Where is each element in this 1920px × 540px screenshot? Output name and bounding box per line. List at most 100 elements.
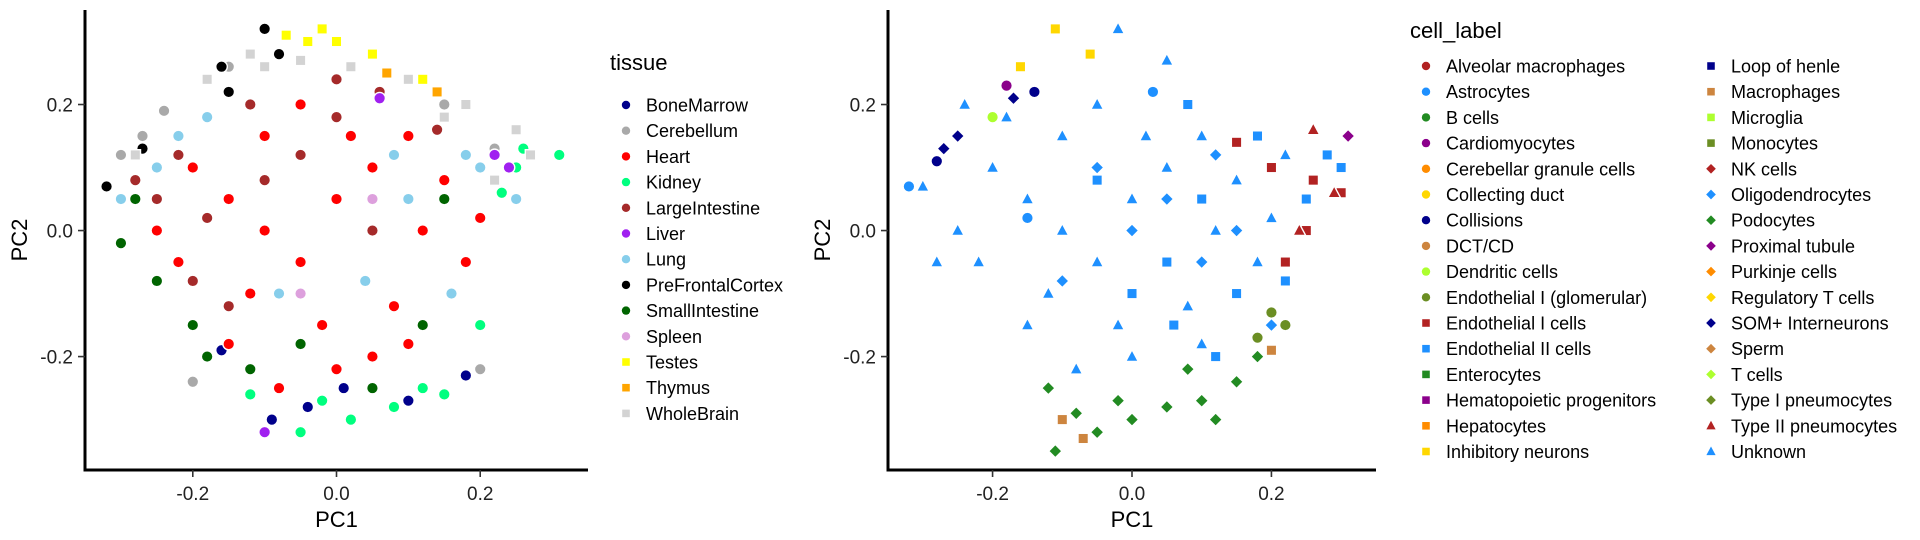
data-point bbox=[171, 148, 185, 162]
x-tick-label: 0.0 bbox=[323, 484, 349, 505]
data-point bbox=[150, 274, 164, 288]
data-point bbox=[1000, 79, 1014, 93]
data-point bbox=[902, 179, 916, 193]
legend-label: Hepatocytes bbox=[1446, 416, 1546, 436]
data-point bbox=[1335, 161, 1348, 174]
data-point bbox=[1180, 361, 1196, 377]
legend-key bbox=[1706, 395, 1716, 405]
legend-item: Purkinje cells bbox=[1706, 262, 1837, 282]
data-point bbox=[1263, 209, 1279, 224]
legend-key bbox=[1421, 87, 1431, 96]
data-point bbox=[985, 159, 1001, 174]
data-point bbox=[431, 85, 444, 98]
data-point bbox=[1194, 254, 1210, 270]
x-tick-label: 0.2 bbox=[467, 484, 493, 505]
legend-item: Alveolar macrophages bbox=[1421, 57, 1625, 77]
legend-item: Thymus bbox=[622, 378, 710, 398]
data-point bbox=[330, 362, 344, 376]
x-tick-label: -0.2 bbox=[976, 484, 1009, 505]
data-point bbox=[1340, 128, 1356, 144]
data-point bbox=[301, 400, 315, 414]
data-point bbox=[387, 400, 401, 414]
data-point bbox=[1263, 317, 1280, 333]
legend-label: Endothelial I cells bbox=[1446, 314, 1586, 334]
data-point bbox=[222, 299, 236, 313]
legend-label: Macrophages bbox=[1731, 82, 1840, 102]
legend-key bbox=[1706, 292, 1716, 303]
legend-key bbox=[622, 409, 630, 418]
legend-key bbox=[1421, 293, 1431, 302]
legend-item: Enterocytes bbox=[1422, 365, 1541, 385]
data-point bbox=[150, 224, 164, 238]
x-axis-title: PC1 bbox=[315, 507, 358, 532]
data-point bbox=[100, 179, 114, 193]
data-point bbox=[258, 129, 272, 143]
legend-key bbox=[621, 306, 631, 315]
data-point bbox=[294, 54, 307, 67]
data-point bbox=[1230, 287, 1243, 300]
data-point bbox=[1207, 411, 1224, 428]
x-axis-title: PC1 bbox=[1111, 507, 1154, 532]
data-point bbox=[437, 192, 451, 206]
data-point bbox=[1249, 253, 1266, 268]
legend-key bbox=[1706, 163, 1716, 174]
data-point bbox=[401, 129, 415, 143]
legend-label: SmallIntestine bbox=[646, 301, 759, 321]
legend-label: Purkinje cells bbox=[1731, 262, 1837, 282]
legend-item: NK cells bbox=[1706, 159, 1797, 179]
y-axis-title: PC2 bbox=[7, 219, 32, 262]
legend-item: Testes bbox=[622, 353, 698, 373]
data-point bbox=[129, 149, 142, 161]
y-tick-label: 0.2 bbox=[850, 96, 876, 117]
data-point bbox=[1249, 348, 1266, 365]
data-point bbox=[1194, 393, 1210, 409]
legend-item: Cerebellar granule cells bbox=[1421, 159, 1635, 179]
data-point bbox=[114, 192, 128, 206]
legend-label: Collisions bbox=[1446, 211, 1523, 231]
data-point bbox=[401, 337, 415, 351]
data-point bbox=[258, 60, 271, 73]
data-point bbox=[430, 123, 444, 137]
data-point bbox=[998, 108, 1015, 123]
data-point bbox=[258, 224, 272, 238]
data-point bbox=[1056, 413, 1069, 426]
data-point bbox=[1278, 318, 1292, 332]
legend-item: PreFrontalCortex bbox=[621, 275, 783, 295]
legend-label: Oligodendrocytes bbox=[1731, 185, 1871, 205]
y-tick-label: 0.0 bbox=[850, 222, 876, 243]
data-point bbox=[200, 110, 214, 124]
data-point bbox=[243, 362, 257, 376]
legend-item: Type II pneumocytes bbox=[1706, 416, 1897, 436]
legend-item: WholeBrain bbox=[622, 404, 739, 424]
data-point bbox=[1089, 424, 1105, 440]
legend-label: B cells bbox=[1446, 108, 1499, 128]
plot-area-points bbox=[902, 20, 1356, 459]
legend-item: Spleen bbox=[621, 327, 702, 347]
legend-key bbox=[1422, 447, 1430, 456]
legend-label: Type I pneumocytes bbox=[1731, 391, 1892, 411]
legend-label: Testes bbox=[646, 353, 698, 373]
legend-label: Collecting duct bbox=[1446, 185, 1564, 205]
data-point bbox=[495, 186, 509, 200]
legend-item: LargeIntestine bbox=[621, 198, 760, 218]
data-point bbox=[502, 161, 516, 175]
data-point bbox=[402, 73, 415, 86]
data-point bbox=[243, 98, 257, 112]
data-point bbox=[200, 211, 214, 225]
data-point bbox=[1054, 273, 1070, 289]
data-point bbox=[114, 236, 128, 250]
data-point bbox=[186, 274, 200, 288]
legend-key bbox=[1706, 189, 1716, 200]
data-point bbox=[950, 128, 966, 144]
data-point bbox=[437, 387, 451, 401]
data-point bbox=[1307, 174, 1320, 187]
data-point bbox=[437, 173, 451, 187]
data-point bbox=[222, 85, 236, 99]
y-tick-label: -0.2 bbox=[40, 348, 73, 369]
data-point bbox=[365, 192, 379, 206]
data-point bbox=[1194, 335, 1210, 350]
data-point bbox=[330, 35, 343, 48]
data-point bbox=[1077, 432, 1090, 445]
legend-item: DCT/CD bbox=[1421, 236, 1514, 256]
legend-item: Regulatory T cells bbox=[1706, 288, 1874, 308]
